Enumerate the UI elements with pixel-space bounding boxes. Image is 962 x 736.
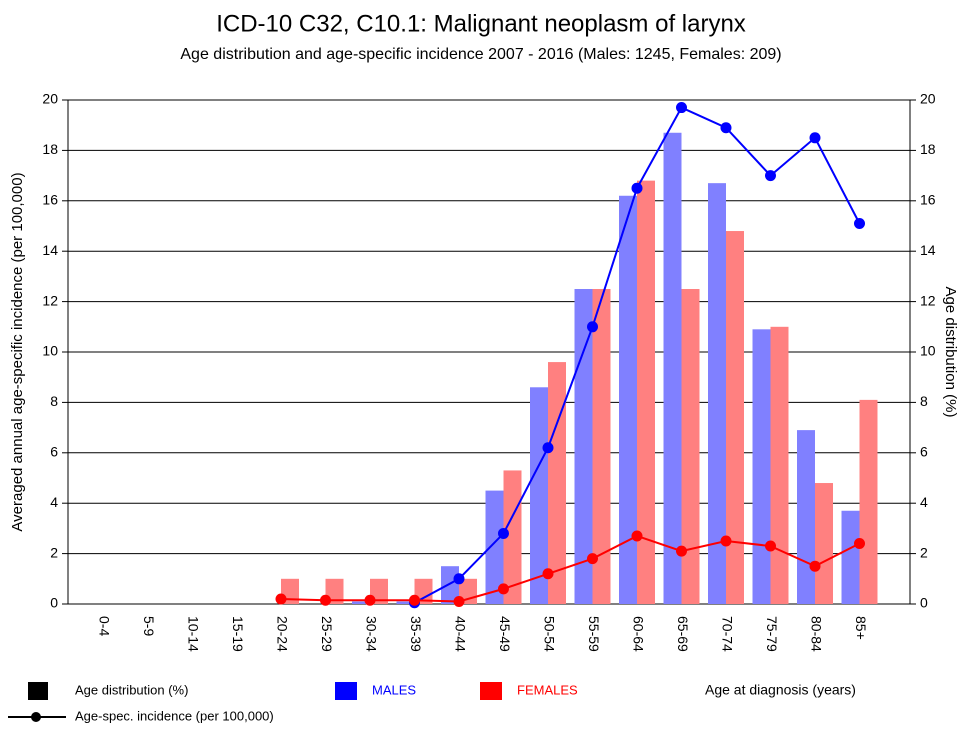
bar [530,387,548,604]
y-tick-label: 10 [42,343,58,359]
y2-tick-label: 0 [920,595,928,611]
x-tick-label: 50-54 [541,616,557,652]
y2-tick-label: 4 [920,494,928,510]
bar [396,601,415,604]
incidence-marker [542,568,554,580]
incidence-marker [631,182,643,194]
incidence-marker [275,593,287,605]
incidence-marker [453,573,465,585]
incidence-marker [542,442,554,454]
bar [841,510,860,604]
bar [663,132,682,604]
x-tick-label: 5-9 [141,616,157,636]
incidence-marker [854,217,865,229]
y2-tick-label: 14 [920,242,936,258]
incidence-marker [631,530,643,542]
bar [592,289,611,604]
incidence-marker [765,170,776,182]
chart-subtitle: Age distribution and age-specific incide… [180,46,781,63]
legend-label: MALES [372,682,416,697]
y2-tick-label: 18 [920,141,936,157]
x-tick-label: 30-34 [363,616,379,652]
y-tick-label: 6 [50,444,58,460]
legend-line-label: Age-spec. incidence (per 100,000) [75,708,274,723]
bar [726,231,744,605]
y2-tick-label: 2 [920,544,928,560]
bar [619,195,637,604]
x-tick-label: 55-59 [586,616,602,652]
incidence-marker [587,553,598,565]
y-tick-label: 4 [50,494,58,510]
incidence-marker [498,583,509,595]
bar [503,470,522,604]
bar [485,490,504,604]
bar [859,399,878,604]
legend-line-marker [31,712,41,722]
y-tick-label: 18 [42,141,58,157]
legend-swatch [480,682,502,700]
x-tick-label: 10-14 [185,616,201,652]
x-tick-label: 60-64 [630,616,646,652]
x-tick-label: 0-4 [96,616,112,636]
x-tick-label: 20-24 [274,616,290,652]
bar [797,430,815,604]
incidence-marker [720,535,732,547]
incidence-line [280,534,860,603]
bar [708,183,726,604]
incidence-marker [409,594,420,606]
incidence-marker [676,102,687,114]
incidence-marker [587,321,598,333]
y2-tick-label: 12 [920,292,936,308]
x-tick-label: 65-69 [675,616,691,652]
incidence-marker [854,538,865,550]
x-tick-label: 45-49 [497,616,513,652]
bar [352,601,370,604]
bar [574,289,593,604]
x-tick-label: 15-19 [230,616,246,652]
y-tick-label: 16 [42,192,58,208]
incidence-marker [453,595,465,607]
incidence-marker [720,122,732,134]
chart-title: ICD-10 C32, C10.1: Malignant neoplasm of… [216,10,746,37]
legend-label: FEMALES [517,682,578,697]
y-tick-label: 14 [42,242,58,258]
x-axis-label: Age at diagnosis (years) [705,682,856,698]
y2-axis-label: Age distribution (%) [942,287,959,418]
incidence-marker [765,540,776,552]
x-tick-label: 80-84 [808,616,824,652]
x-tick-label: 40-44 [452,616,468,652]
legend-swatch [335,682,357,700]
incidence-marker [676,545,687,557]
bar [637,180,655,604]
incidence-marker [364,594,376,606]
y2-tick-label: 6 [920,444,928,460]
incidence-marker [809,560,821,572]
x-tick-label: 35-39 [408,616,424,652]
x-tick-label: 70-74 [719,616,735,652]
y-axis-label: Averaged annual age-specific incidence (… [9,172,26,531]
y-tick-label: 8 [50,393,58,409]
y-tick-label: 2 [50,544,58,560]
incidence-marker [320,594,331,606]
bar [681,289,700,604]
y2-tick-label: 10 [920,343,936,359]
bar [752,329,771,604]
y2-tick-label: 16 [920,192,936,208]
x-tick-label: 75-79 [764,616,780,652]
incidence-marker [809,132,821,144]
bar [548,362,566,604]
x-tick-label: 85+ [853,616,869,640]
y2-tick-label: 8 [920,393,928,409]
legend-bar-label: Age distribution (%) [75,682,188,697]
y-tick-label: 20 [42,91,58,107]
x-tick-label: 25-29 [319,616,335,652]
bar [815,483,833,604]
legend-bar-swatch [28,682,48,700]
y-tick-label: 12 [42,292,58,308]
y-tick-label: 0 [50,595,58,611]
bar [770,326,789,604]
incidence-marker [498,527,509,539]
y2-tick-label: 20 [920,91,936,107]
